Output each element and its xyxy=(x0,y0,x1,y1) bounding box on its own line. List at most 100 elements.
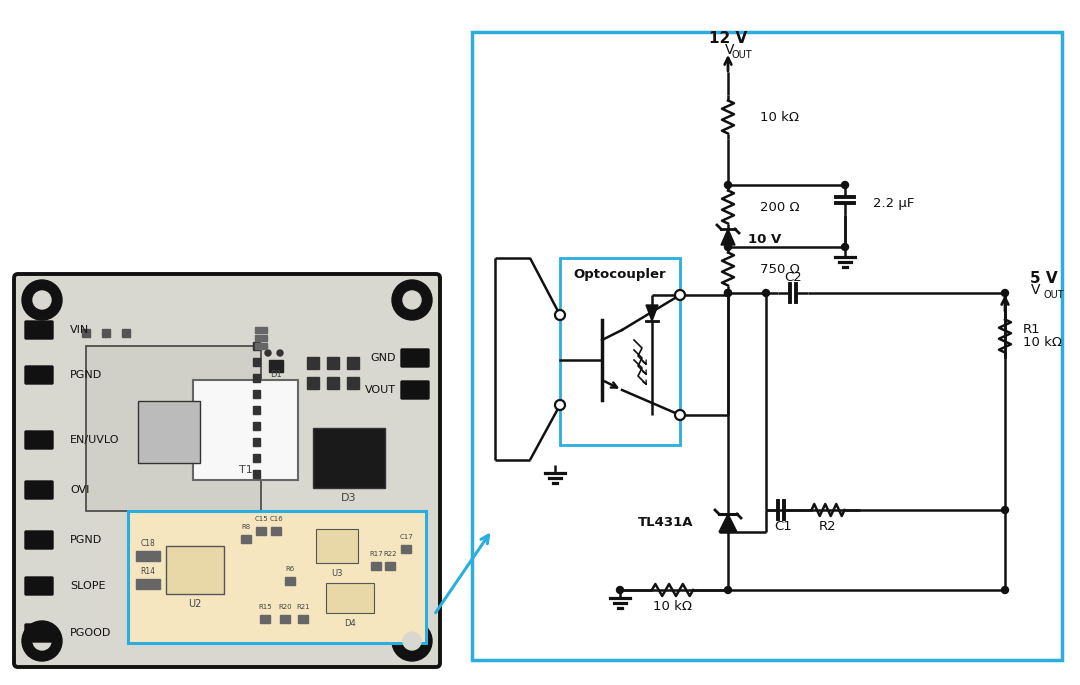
Text: U2: U2 xyxy=(188,599,202,609)
Bar xyxy=(313,428,384,488)
Circle shape xyxy=(392,621,432,661)
Text: R22: R22 xyxy=(383,551,396,557)
Text: D1: D1 xyxy=(270,369,282,379)
Bar xyxy=(253,470,260,478)
FancyBboxPatch shape xyxy=(25,531,53,549)
FancyBboxPatch shape xyxy=(14,274,440,667)
Bar xyxy=(253,342,260,350)
Bar xyxy=(255,343,267,349)
Text: OUT: OUT xyxy=(1043,290,1064,300)
Circle shape xyxy=(265,350,271,356)
Circle shape xyxy=(22,280,62,320)
FancyBboxPatch shape xyxy=(401,381,429,399)
Circle shape xyxy=(617,586,623,593)
Text: 10 kΩ: 10 kΩ xyxy=(1023,336,1062,349)
Text: PGOOD: PGOOD xyxy=(70,628,111,638)
Bar xyxy=(253,454,260,462)
Bar xyxy=(256,527,266,535)
Text: C2: C2 xyxy=(784,271,801,284)
Bar xyxy=(253,358,260,366)
Bar xyxy=(561,258,680,445)
FancyBboxPatch shape xyxy=(25,366,53,384)
Text: 12 V: 12 V xyxy=(708,31,747,45)
Bar xyxy=(122,329,130,337)
Bar xyxy=(316,529,357,563)
Text: VIN: VIN xyxy=(70,325,90,335)
Text: EN/UVLO: EN/UVLO xyxy=(70,435,120,445)
Text: T1: T1 xyxy=(239,465,253,475)
Bar xyxy=(307,357,319,369)
Text: OVI: OVI xyxy=(70,485,90,495)
Text: C1: C1 xyxy=(774,519,792,532)
Bar xyxy=(193,380,298,480)
Text: VOUT: VOUT xyxy=(365,385,396,395)
Polygon shape xyxy=(721,229,735,245)
Bar xyxy=(327,377,339,389)
Circle shape xyxy=(841,243,849,251)
Text: R20: R20 xyxy=(279,604,292,610)
Bar xyxy=(280,615,291,623)
Text: PGND: PGND xyxy=(70,370,103,380)
Circle shape xyxy=(555,400,565,410)
Text: 2.2 μF: 2.2 μF xyxy=(873,197,915,210)
Circle shape xyxy=(675,290,685,300)
Bar xyxy=(347,357,359,369)
Circle shape xyxy=(762,290,769,297)
Bar xyxy=(285,577,295,585)
Circle shape xyxy=(22,621,62,661)
Bar xyxy=(253,422,260,430)
Text: C16: C16 xyxy=(269,516,283,522)
Circle shape xyxy=(1001,506,1009,514)
Text: R21: R21 xyxy=(296,604,310,610)
Text: R17: R17 xyxy=(369,551,383,557)
Bar xyxy=(347,377,359,389)
Bar xyxy=(253,374,260,382)
Bar xyxy=(255,327,267,333)
Polygon shape xyxy=(646,305,658,321)
Bar xyxy=(260,615,270,623)
FancyBboxPatch shape xyxy=(25,624,53,642)
Circle shape xyxy=(403,291,421,309)
Bar xyxy=(136,551,160,561)
Text: R8: R8 xyxy=(241,524,251,530)
Circle shape xyxy=(1001,586,1009,593)
Text: C15: C15 xyxy=(254,516,268,522)
Bar xyxy=(269,360,283,372)
Text: 10 kΩ: 10 kΩ xyxy=(653,599,692,612)
Bar xyxy=(138,401,200,463)
Text: 750 Ω: 750 Ω xyxy=(760,262,800,275)
Circle shape xyxy=(725,182,731,188)
Circle shape xyxy=(841,182,849,188)
Circle shape xyxy=(33,291,51,309)
FancyBboxPatch shape xyxy=(25,431,53,449)
Text: D4: D4 xyxy=(345,619,356,627)
Bar xyxy=(401,545,411,553)
Text: V: V xyxy=(726,43,734,57)
Circle shape xyxy=(725,290,731,297)
Circle shape xyxy=(392,280,432,320)
Text: PGND: PGND xyxy=(70,535,103,545)
Circle shape xyxy=(276,350,283,356)
Text: SLOPE: SLOPE xyxy=(70,581,106,591)
Text: GND: GND xyxy=(370,353,396,363)
Text: U3: U3 xyxy=(332,569,342,577)
Bar xyxy=(271,527,281,535)
Text: TL431A: TL431A xyxy=(637,516,693,530)
Text: R14: R14 xyxy=(140,567,156,577)
Bar xyxy=(384,562,395,570)
Bar xyxy=(327,357,339,369)
Text: 10 V: 10 V xyxy=(748,232,781,245)
Bar xyxy=(253,390,260,398)
Bar xyxy=(326,583,374,613)
Circle shape xyxy=(555,310,565,320)
Text: 10 kΩ: 10 kΩ xyxy=(760,110,799,123)
Text: C18: C18 xyxy=(140,540,156,549)
Bar xyxy=(82,329,90,337)
Bar xyxy=(166,546,224,594)
Text: R6: R6 xyxy=(285,566,295,572)
Circle shape xyxy=(33,632,51,650)
Text: R1: R1 xyxy=(1023,323,1041,336)
Bar xyxy=(136,579,160,589)
Text: 200 Ω: 200 Ω xyxy=(760,201,799,214)
Bar xyxy=(86,346,261,511)
